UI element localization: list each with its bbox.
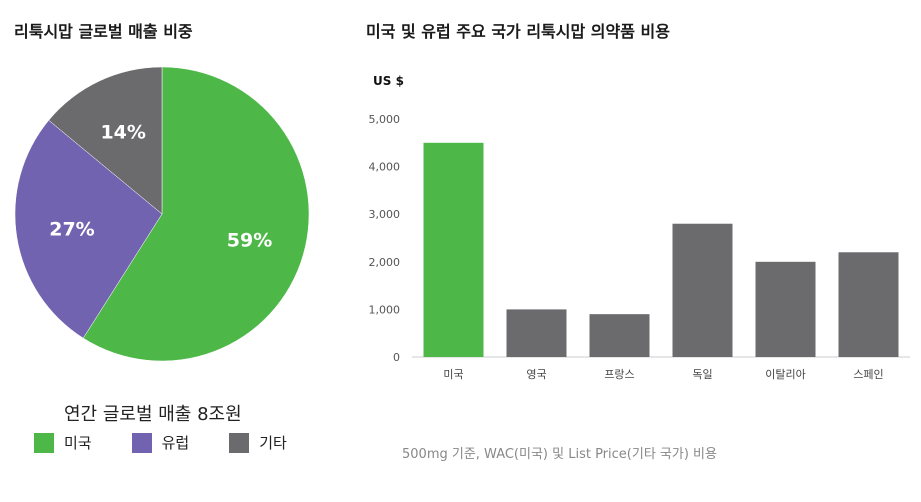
legend-label-europe: 유럽: [161, 434, 190, 452]
legend-item-other: 기타: [229, 432, 287, 453]
x-category-label: 스페인: [853, 368, 883, 381]
y-tick-label: 1,000: [369, 303, 401, 316]
bar-2: [506, 309, 567, 357]
bar-chart-footnote: 500mg 기준, WAC(미국) 및 List Price(기타 국가) 비용: [402, 447, 717, 462]
x-category-label: 독일: [692, 367, 712, 381]
legend-label-other: 기타: [259, 434, 287, 452]
bar-4: [672, 223, 733, 357]
y-tick-label: 5,000: [369, 113, 401, 126]
x-category-label: 미국: [443, 368, 463, 381]
drug-cost-bar-chart: US $ 0 1,000 2,000 3,000 4,000 5,000 미국 영국 프랑스 독일 이…: [369, 74, 910, 381]
pie-slice-europe: [14, 119, 163, 339]
bar-5: [755, 261, 816, 357]
pie-legend: 미국 유럽 기타: [34, 432, 327, 453]
legend-item-europe: 유럽: [131, 432, 190, 453]
x-category-label: 영국: [526, 368, 546, 381]
legend-swatch-other: [229, 432, 250, 453]
pie-slice-other: [48, 66, 163, 215]
bar-6: [838, 252, 899, 357]
y-tick-label: 2,000: [369, 256, 401, 269]
x-category-label: 이탈리아: [765, 368, 805, 381]
bar-1: [423, 142, 484, 357]
pie-chart-title: 리툭시맙 글로벌 매출 비중: [14, 22, 193, 41]
legend-label-us: 미국: [64, 434, 92, 452]
bar-chart-title: 미국 및 유럽 주요 국가 리툭시맙 의약품 비용: [366, 22, 670, 41]
y-tick-label: 0: [393, 351, 400, 364]
annual-sales-text: 연간 글로벌 매출 8조원: [64, 404, 242, 425]
pie-label-other: 14%: [100, 122, 145, 144]
legend-swatch-us: [34, 432, 54, 453]
y-tick-label: 3,000: [369, 208, 401, 221]
pie-label-us: 59%: [227, 229, 272, 251]
bar-3: [589, 314, 650, 357]
y-tick-label: 4,000: [369, 161, 401, 174]
pie-slice-us: [82, 66, 310, 362]
pie-label-europe: 27%: [49, 218, 94, 240]
market-share-pie-chart: 59% 27% 14%: [14, 66, 310, 362]
x-category-label: 프랑스: [604, 368, 634, 381]
y-axis-unit-label: US $: [373, 74, 404, 88]
legend-swatch-europe: [131, 432, 152, 453]
legend-item-us: 미국: [34, 432, 92, 453]
